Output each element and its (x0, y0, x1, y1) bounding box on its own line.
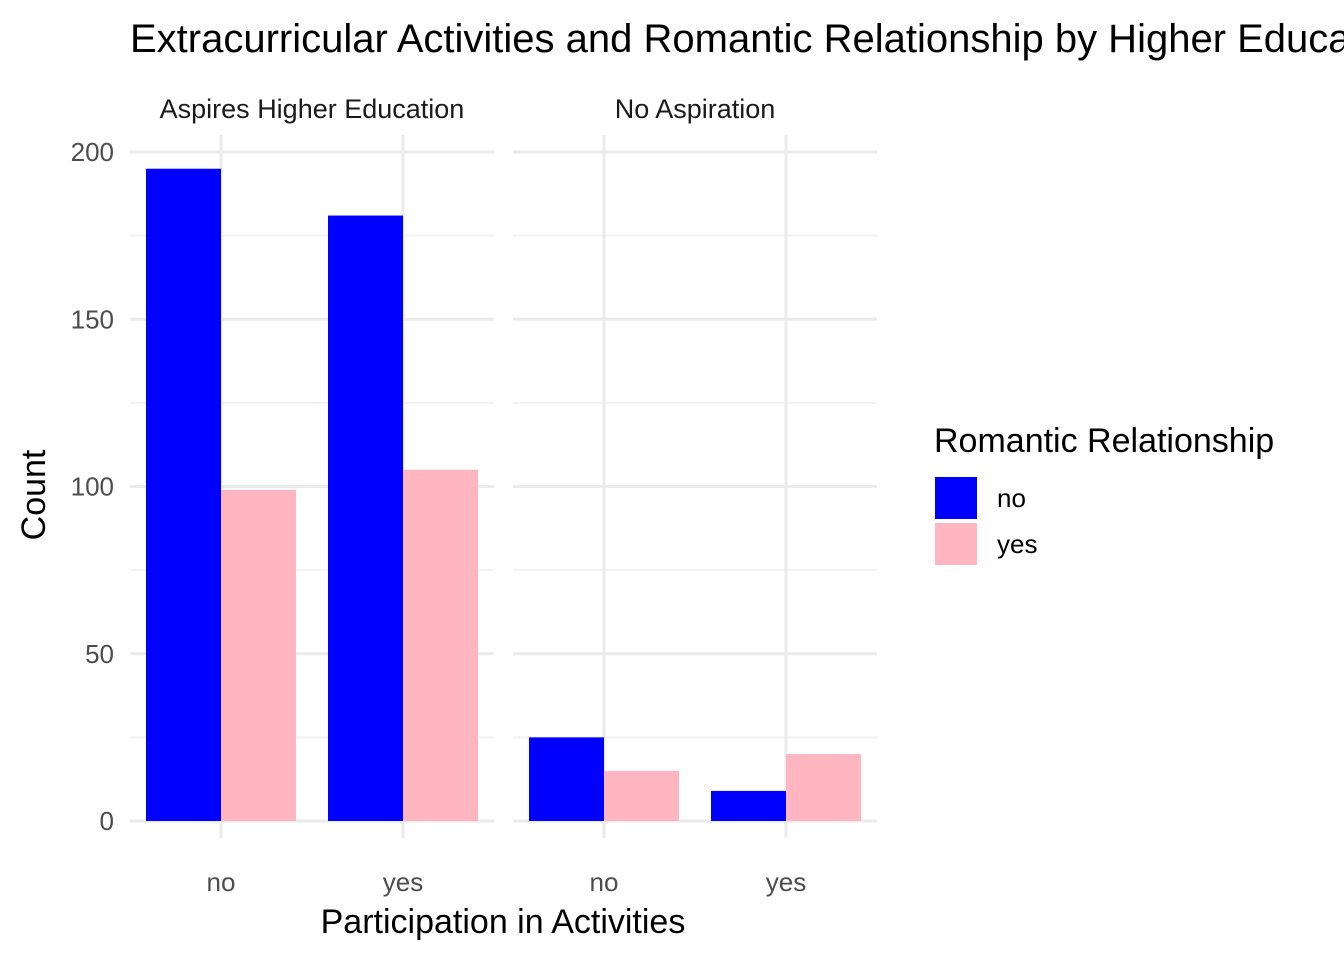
panel-1: no yes Aspires Higher Education (130, 94, 494, 897)
legend-swatch (935, 477, 977, 519)
bar (786, 754, 861, 821)
bar (403, 469, 478, 821)
y-axis-title: Count (15, 449, 53, 540)
legend-swatch (935, 523, 977, 565)
bar (529, 737, 604, 821)
panel-2: no yes No Aspiration (513, 94, 877, 897)
x-tick-label: no (207, 867, 236, 897)
legend-label: no (997, 483, 1026, 513)
y-tick-label: 50 (85, 639, 114, 669)
bar (604, 770, 679, 821)
x-axis-title: Participation in Activities (321, 903, 686, 941)
facet-label: No Aspiration (615, 94, 776, 124)
bar (711, 790, 786, 821)
bar (221, 489, 296, 821)
facet-label: Aspires Higher Education (160, 94, 465, 124)
y-tick-label: 0 (100, 806, 114, 836)
panels: no yes Aspires Higher Education no yes No Asp… (71, 94, 877, 897)
bar (328, 215, 403, 821)
legend: Romantic Relationship no yes (934, 422, 1274, 565)
chart-title: Extracurricular Activities and Romantic … (130, 17, 1344, 61)
x-tick-label: yes (766, 867, 806, 897)
y-tick-label: 100 (71, 472, 114, 502)
legend-label: yes (997, 529, 1037, 559)
y-tick-label: 200 (71, 137, 114, 167)
legend-title: Romantic Relationship (934, 422, 1274, 460)
y-tick-label: 150 (71, 304, 114, 334)
bar (146, 168, 221, 822)
x-tick-label: yes (383, 867, 423, 897)
x-tick-label: no (590, 867, 619, 897)
